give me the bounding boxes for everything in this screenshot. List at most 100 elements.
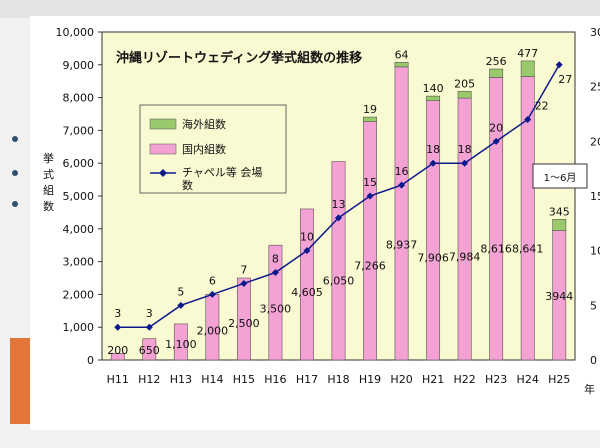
x-tick-label: H15 [233,373,255,386]
x-tick-label: H25 [548,373,570,386]
bar-label-overseas: 256 [486,55,507,68]
line-point-venues [492,137,500,145]
y-tick-label: 10,000 [56,26,95,39]
bar-label-domestic: 7,984 [449,250,481,263]
bar-overseas [489,68,504,78]
line-label-venues: 20 [489,121,503,134]
chart-card: 0 1,000 2,000 3,000 4,000 5,000 6,000 7,000 8,00… [30,16,600,430]
slide-bullet [12,170,18,176]
y-tick-label: 1,000 [63,321,95,334]
x-tick-label: H22 [453,373,475,386]
annotation-text: 1～6月 [544,172,577,184]
y-tick-label: 5,000 [63,190,95,203]
y-tick-label: 2,000 [63,288,95,301]
line-point-venues [303,247,311,255]
y2-tick-label: 30 [590,26,600,39]
line-point-venues [114,323,122,331]
line-label-venues: 15 [363,176,377,189]
line-label-venues: 6 [209,274,216,287]
line-label-venues: 8 [272,253,279,266]
line-label-venues: 10 [300,231,314,244]
y2-tick-label: 15 [590,190,600,203]
line-label-venues: 3 [114,307,121,320]
legend-swatch-domestic [149,143,177,155]
bar-overseas [394,61,409,68]
slide-bullet [12,136,18,142]
legend-swatch-overseas [149,118,177,130]
y-tick-label: 4,000 [63,223,95,236]
line-point-venues [271,269,279,277]
bar-domestic [331,161,346,361]
line-point-venues [240,279,248,287]
line-point-venues [524,115,532,123]
bar-overseas [457,91,472,99]
line-point-venues [145,323,153,331]
bar-label-overseas: 19 [363,103,377,116]
y2-tick-label: 0 [590,354,597,367]
bar-overseas [552,219,567,231]
bar-domestic [394,66,409,361]
x-tick-label: H14 [201,373,223,386]
x-tick-label: H20 [390,373,412,386]
bar-label-domestic: 200 [107,344,128,357]
line-point-venues [429,159,437,167]
bar-label-domestic: 650 [139,344,160,357]
line-point-venues [177,301,185,309]
slide-bullet [12,201,18,207]
y-tick-label: 0 [87,354,94,367]
bar-label-overseas: 64 [395,48,409,61]
bar-domestic [457,97,472,361]
x-tick-label: H18 [327,373,349,386]
bar-domestic [173,323,188,361]
bar-label-overseas: 140 [423,82,444,95]
bar-label-overseas: 205 [454,77,475,90]
bar-label-overseas: 477 [517,47,538,60]
bar-label-domestic: 6,050 [323,275,355,288]
bar-domestic [426,100,441,361]
legend-label-overseas: 海外組数 [182,117,226,131]
y-tick-label: 6,000 [63,157,95,170]
line-label-venues: 13 [332,198,346,211]
bar-domestic [489,77,504,361]
bar-label-overseas: 345 [549,205,570,218]
line-label-venues: 22 [535,99,549,112]
line-label-venues: 7 [240,263,247,276]
line-point-venues [335,214,342,222]
x-tick-label: H13 [170,373,192,386]
line-label-venues: 18 [426,143,440,156]
line-label-venues: 18 [458,143,472,156]
line-point-venues [555,61,563,69]
bar-overseas [363,116,377,122]
bar-label-domestic: 8,616 [480,243,512,256]
line-point-venues [208,290,216,298]
bar-label-domestic: 3944 [545,290,573,303]
y-tick-label: 7,000 [63,124,95,137]
y2-tick-label: 5 [590,299,597,312]
line-point-venues [461,159,469,167]
legend-marker-venues [159,169,167,177]
x-tick-label: H19 [359,373,381,386]
line-label-venues: 27 [558,73,572,86]
bar-domestic [236,277,251,361]
x-tick-label: H21 [422,373,444,386]
y2-tick-label: 25 [590,81,600,94]
chart-title: 沖縄リゾートウェディング挙式組数の推移 [116,50,362,66]
x-tick-label: H24 [517,373,539,386]
bar-label-domestic: 4,605 [291,286,323,299]
annotation-callout: 1～6月 [532,163,588,189]
x-axis-unit: 年 [584,382,595,396]
x-tick-label: H12 [138,373,160,386]
bar-label-domestic: 3,500 [260,302,292,315]
y2-tick-label: 20 [590,135,600,148]
x-tick-label: H23 [485,373,507,386]
legend: 海外組数 国内組数 チャペル等 会場 数 [139,104,287,194]
bar-label-domestic: 7,906 [417,251,449,264]
x-tick-label: H16 [264,373,286,386]
bar-domestic [110,353,125,361]
bar-label-domestic: 2,500 [228,317,260,330]
y-tick-label: 8,000 [63,92,95,105]
line-point-venues [366,192,374,200]
bar-label-domestic: 2,000 [197,324,229,337]
bar-label-domestic: 1,100 [165,338,197,351]
bar-domestic [142,338,157,361]
